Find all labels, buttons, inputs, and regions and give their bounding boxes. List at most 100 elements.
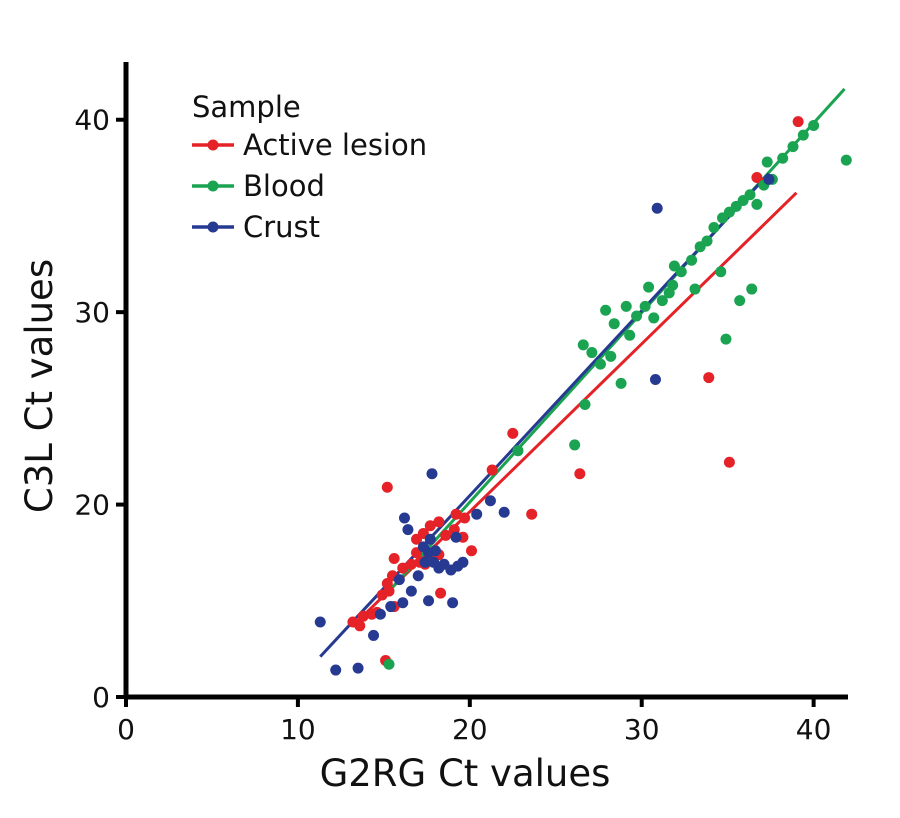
x-tick-label: 30 bbox=[624, 713, 660, 746]
point-blood bbox=[715, 266, 727, 278]
point-active-lesion bbox=[466, 545, 478, 557]
point-active-lesion bbox=[433, 516, 445, 528]
point-crust bbox=[393, 574, 405, 586]
y-tick-label: 30 bbox=[74, 296, 110, 329]
x-ticks: 0 10 20 30 40 bbox=[117, 697, 831, 746]
point-blood bbox=[643, 281, 655, 293]
point-crust bbox=[417, 541, 429, 553]
point-active-lesion bbox=[424, 520, 436, 532]
point-active-lesion bbox=[486, 464, 498, 476]
point-active-lesion bbox=[574, 468, 586, 480]
point-blood bbox=[608, 318, 620, 330]
point-crust bbox=[352, 662, 364, 674]
point-active-lesion bbox=[397, 562, 409, 574]
point-active-lesion bbox=[459, 512, 471, 524]
point-crust bbox=[498, 506, 510, 518]
trendline-blood bbox=[387, 87, 846, 593]
point-active-lesion bbox=[507, 427, 519, 439]
y-tick-label: 0 bbox=[92, 681, 110, 714]
point-active-lesion bbox=[792, 116, 804, 128]
point-crust bbox=[651, 202, 663, 214]
legend-swatch-marker bbox=[207, 221, 219, 233]
point-blood bbox=[656, 295, 668, 307]
point-crust bbox=[405, 585, 417, 597]
legend-title: Sample bbox=[192, 90, 301, 124]
point-blood bbox=[648, 312, 660, 324]
point-active-lesion bbox=[435, 587, 447, 599]
point-blood bbox=[605, 350, 617, 362]
point-crust bbox=[374, 608, 386, 620]
point-active-lesion bbox=[450, 508, 462, 520]
point-crust bbox=[314, 616, 326, 628]
point-blood bbox=[734, 295, 746, 307]
point-crust bbox=[450, 531, 462, 543]
point-blood bbox=[701, 235, 713, 247]
point-blood bbox=[615, 377, 627, 389]
point-blood bbox=[840, 154, 852, 166]
legend-item-blood: Blood bbox=[192, 169, 325, 203]
x-tick-label: 20 bbox=[452, 713, 488, 746]
point-crust bbox=[330, 664, 342, 676]
point-blood bbox=[631, 310, 643, 322]
point-crust bbox=[426, 468, 438, 480]
point-blood bbox=[797, 129, 809, 141]
point-active-lesion bbox=[357, 610, 369, 622]
legend-label: Crust bbox=[243, 210, 320, 244]
point-crust bbox=[397, 597, 409, 609]
point-crust bbox=[398, 512, 410, 524]
point-blood bbox=[808, 120, 820, 131]
data-points bbox=[314, 116, 852, 676]
point-blood bbox=[787, 141, 799, 153]
point-blood bbox=[777, 152, 789, 164]
point-active-lesion bbox=[440, 529, 452, 541]
point-blood bbox=[569, 439, 581, 451]
point-blood bbox=[689, 283, 701, 295]
legend-items: Active lesion Blood Crust bbox=[192, 128, 427, 244]
legend-label: Blood bbox=[243, 169, 325, 203]
y-tick-label: 20 bbox=[74, 489, 110, 522]
point-blood bbox=[620, 300, 632, 312]
point-blood bbox=[675, 266, 687, 278]
point-active-lesion bbox=[381, 577, 393, 589]
point-crust bbox=[447, 597, 459, 609]
point-crust bbox=[385, 601, 397, 613]
point-blood bbox=[761, 156, 773, 168]
legend-item-active-lesion: Active lesion bbox=[192, 128, 427, 162]
point-blood bbox=[600, 304, 612, 316]
point-crust bbox=[429, 545, 441, 557]
legend-label: Active lesion bbox=[243, 128, 427, 162]
point-blood bbox=[383, 658, 395, 670]
point-blood bbox=[708, 221, 720, 233]
point-crust bbox=[368, 629, 380, 641]
point-active-lesion bbox=[526, 508, 538, 520]
x-axis-title: G2RG Ct values bbox=[320, 752, 611, 795]
y-tick-label: 40 bbox=[74, 104, 110, 137]
point-blood bbox=[720, 333, 732, 345]
point-crust bbox=[484, 495, 496, 507]
point-blood bbox=[667, 279, 679, 291]
x-tick-label: 0 bbox=[117, 713, 135, 746]
point-blood bbox=[751, 198, 763, 210]
point-blood bbox=[577, 339, 589, 351]
point-blood bbox=[639, 300, 651, 312]
point-crust bbox=[423, 595, 435, 607]
legend-swatch-marker bbox=[207, 180, 219, 192]
point-crust bbox=[419, 556, 431, 568]
legend-swatch-marker bbox=[207, 139, 219, 151]
point-blood bbox=[579, 399, 591, 411]
point-crust bbox=[412, 570, 424, 582]
point-crust bbox=[649, 374, 661, 385]
point-blood bbox=[586, 347, 598, 359]
point-blood bbox=[744, 189, 756, 201]
x-tick-label: 10 bbox=[280, 713, 316, 746]
point-crust bbox=[457, 556, 469, 568]
point-crust bbox=[763, 173, 775, 185]
legend: Sample Active lesion Blood Crust bbox=[192, 90, 427, 244]
point-active-lesion bbox=[405, 558, 417, 570]
point-active-lesion bbox=[388, 552, 400, 564]
y-ticks: 20 30 40 0 bbox=[74, 104, 126, 714]
point-crust bbox=[402, 524, 414, 536]
legend-item-crust: Crust bbox=[192, 210, 320, 244]
y-axis-title: C3L Ct values bbox=[18, 259, 61, 513]
